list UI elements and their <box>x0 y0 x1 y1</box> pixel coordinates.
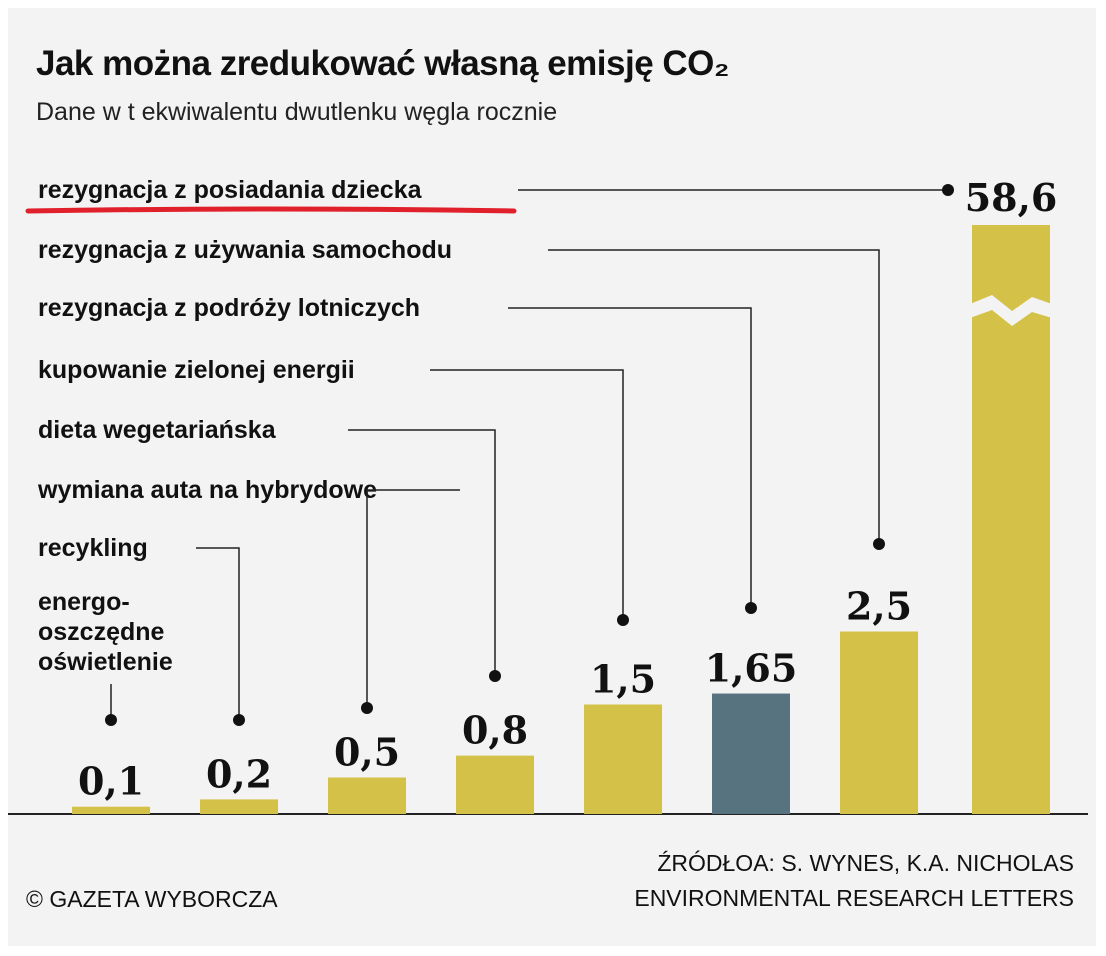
axis-break-mark <box>970 295 1052 326</box>
leader-dot <box>873 538 885 550</box>
source-note: ŹRÓDŁOA: S. WYNES, K.A. NICHOLAS ENVIRON… <box>634 846 1074 916</box>
category-label: recykling <box>38 534 148 562</box>
category-label: wymiana auta na hybrydowe <box>37 476 377 504</box>
copyright-text: © GAZETA WYBORCZA <box>26 886 278 912</box>
category-label: dieta wegetariańska <box>38 416 277 444</box>
source-line-1: ŹRÓDŁOA: S. WYNES, K.A. NICHOLAS <box>657 850 1074 876</box>
value-label: 0,5 <box>334 730 400 775</box>
chart-subtitle: Dane w t ekwiwalentu dwutlenku węgla roc… <box>36 98 558 126</box>
infographic: Jak można zredukować własną emisję CO₂ D… <box>8 8 1096 946</box>
leader-line <box>508 307 752 608</box>
source-line-2: ENVIRONMENTAL RESEARCH LETTERS <box>634 885 1074 911</box>
bar <box>584 704 662 814</box>
value-label: 2,5 <box>846 584 912 629</box>
category-label: rezygnacja z podróży lotniczych <box>38 294 420 322</box>
value-label: 0,2 <box>206 751 272 796</box>
leader-dot <box>105 714 117 726</box>
value-label: 1,65 <box>705 646 798 691</box>
value-label: 58,6 <box>965 175 1058 220</box>
leader-dot <box>942 184 954 196</box>
category-label: energo- <box>38 588 130 616</box>
value-label: 1,5 <box>590 657 656 702</box>
leader-line <box>196 547 240 720</box>
category-label: kupowanie zielonej energii <box>38 356 355 384</box>
leader-dot <box>617 614 629 626</box>
bar <box>840 631 918 814</box>
leader-line <box>548 249 880 544</box>
leader-dot <box>361 702 373 714</box>
category-label: rezygnacja z posiadania dziecka <box>38 176 423 204</box>
bar <box>456 755 534 814</box>
bar <box>328 777 406 814</box>
category-label: rezygnacja z używania samochodu <box>38 236 452 264</box>
value-label: 0,1 <box>78 759 144 804</box>
category-label: oszczędne <box>38 618 165 646</box>
leader-dot <box>233 714 245 726</box>
red-underline <box>25 206 517 214</box>
chart-title: Jak można zredukować własną emisję CO₂ <box>36 44 729 83</box>
bar <box>200 799 278 814</box>
bar <box>72 806 150 814</box>
leader-line <box>348 429 496 676</box>
category-label: oświetlenie <box>38 648 173 676</box>
leader-line <box>430 369 624 620</box>
leader-dot <box>745 602 757 614</box>
leader-dot <box>489 670 501 682</box>
leader-line <box>366 489 460 708</box>
bar <box>712 693 790 814</box>
bar-chart: 0,1 0,2 0,5 0,8 1,5 1,65 2,5 58,6 energo-oszczęd… <box>8 175 1088 815</box>
value-label: 0,8 <box>462 708 528 753</box>
